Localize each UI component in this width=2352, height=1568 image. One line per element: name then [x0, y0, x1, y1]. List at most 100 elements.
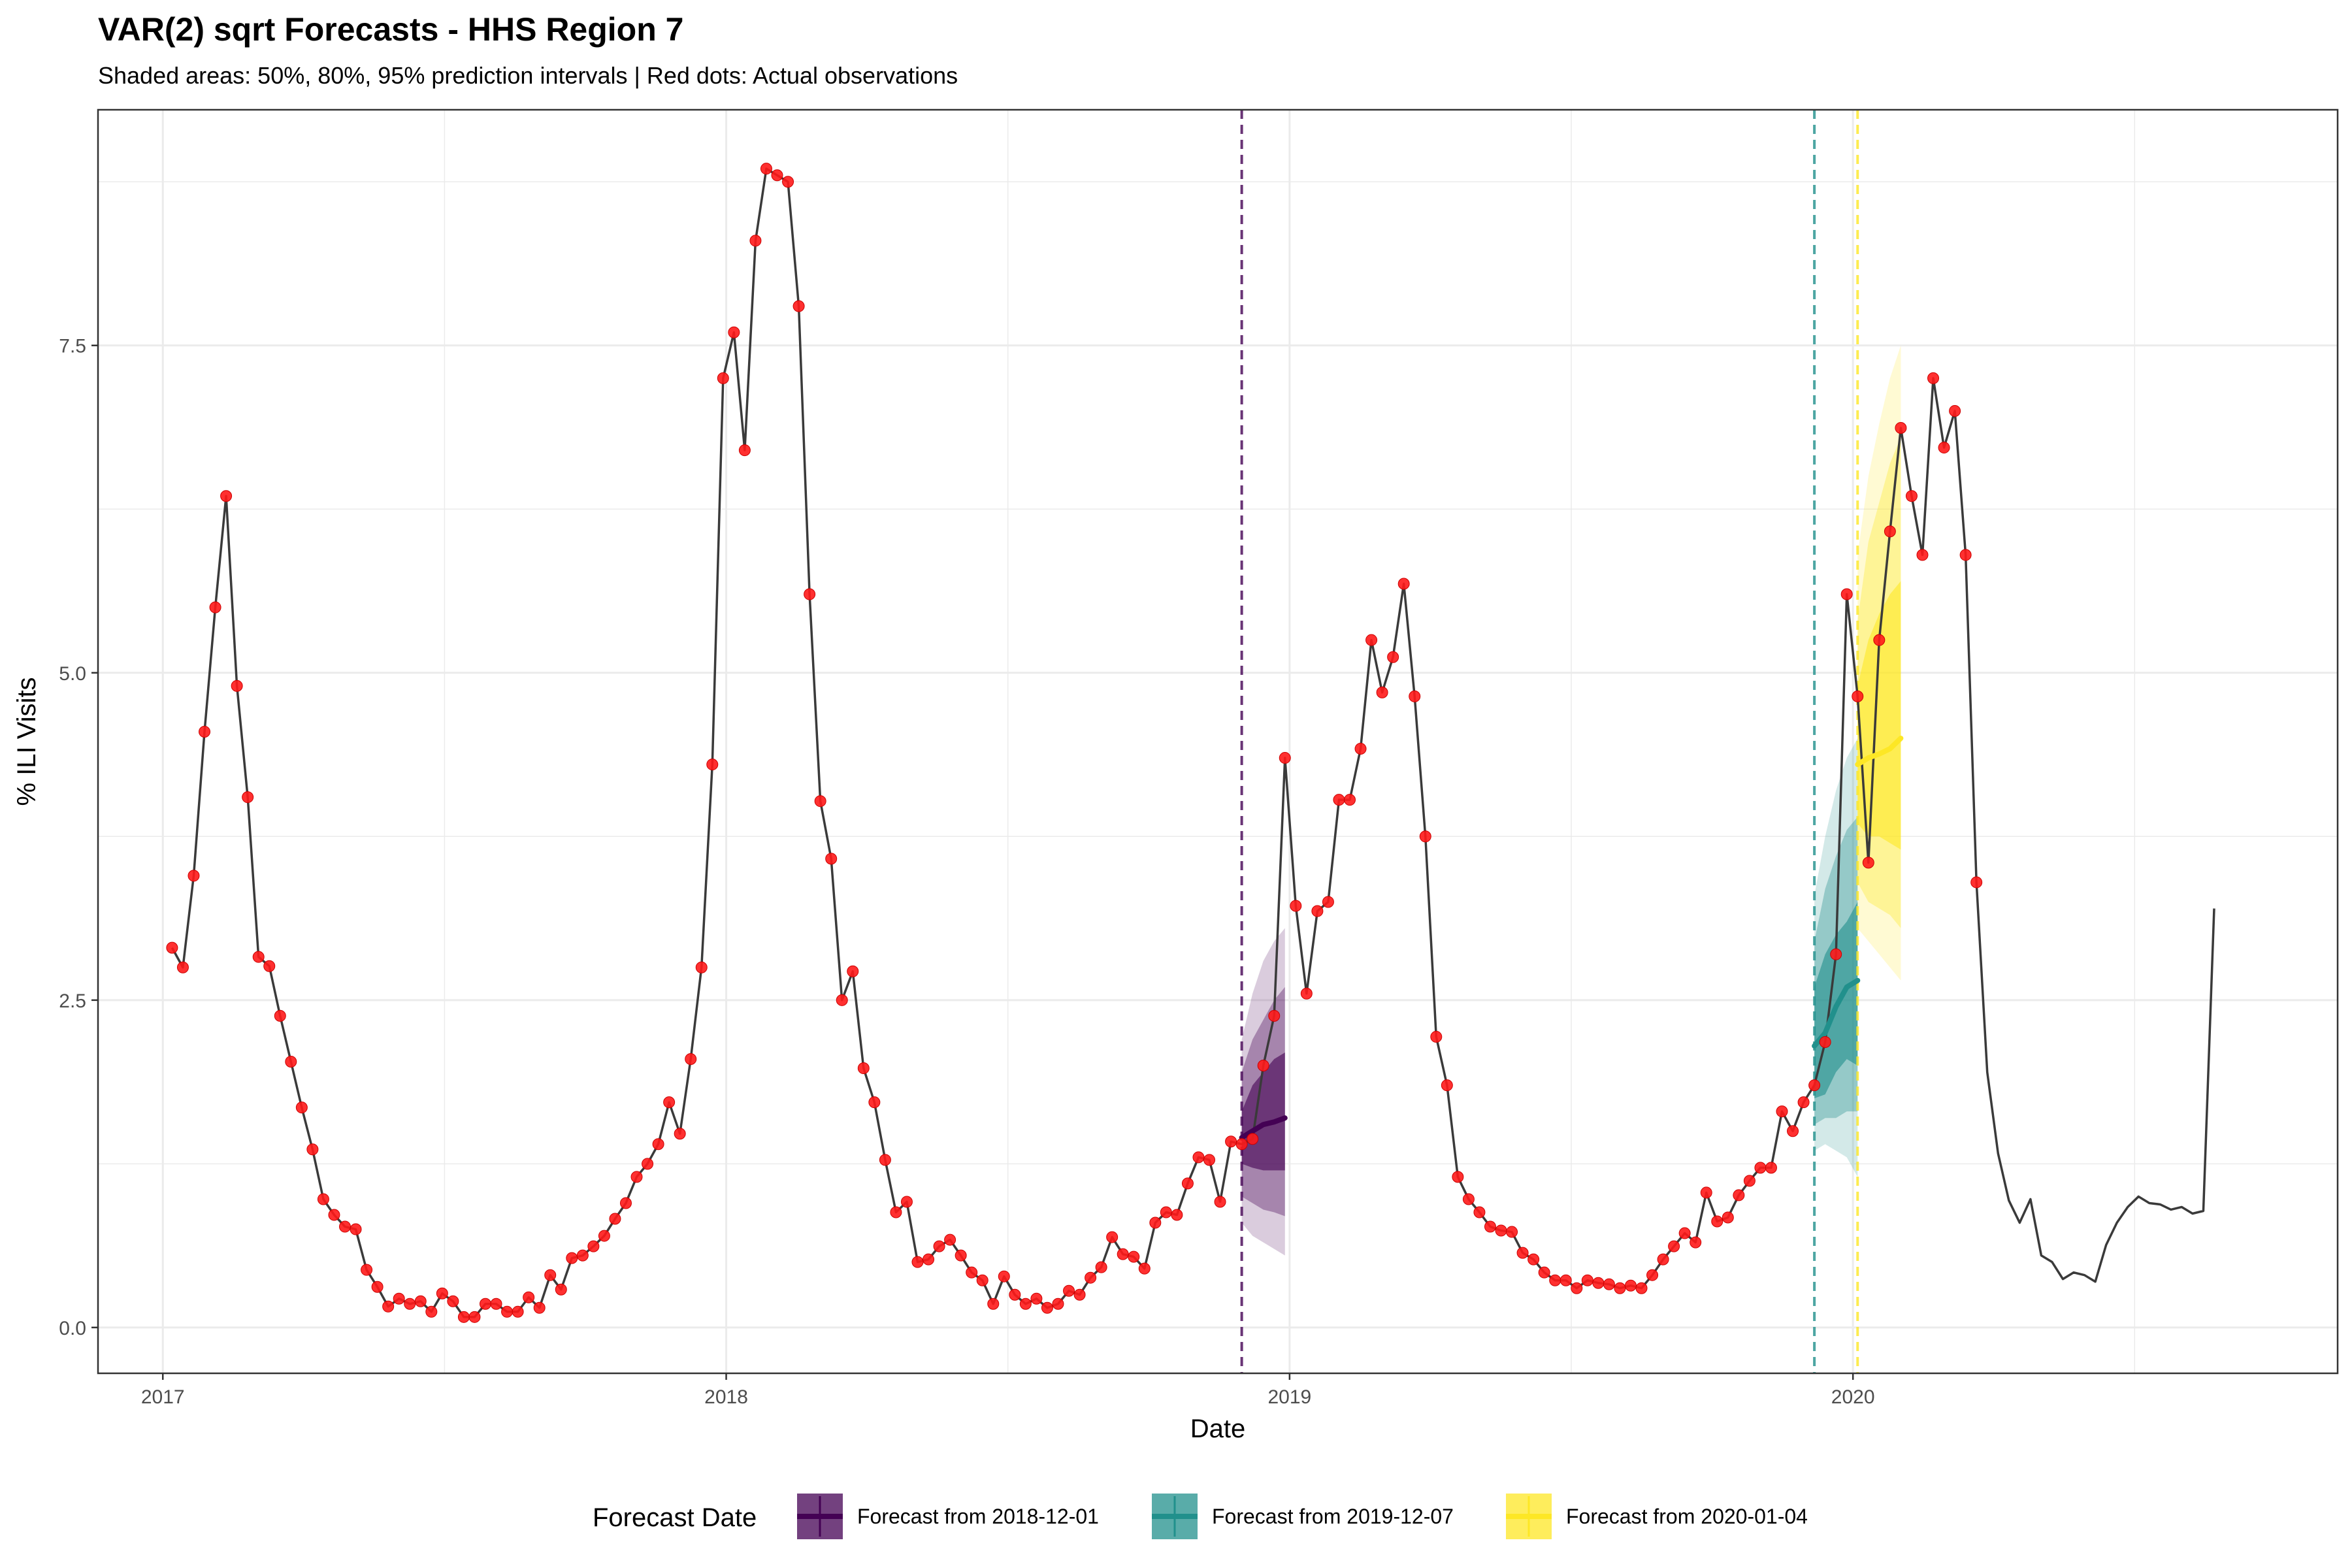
observation-point: [1678, 1227, 1691, 1239]
observation-point: [1333, 794, 1345, 806]
observation-point: [209, 601, 221, 613]
observation-point: [598, 1230, 610, 1242]
observation-point: [1657, 1253, 1669, 1266]
observation-point: [1138, 1262, 1151, 1275]
observation-point: [642, 1158, 654, 1170]
observation-point: [1441, 1079, 1453, 1092]
observation-point: [1754, 1162, 1767, 1174]
observation-point: [717, 372, 729, 384]
observation-point: [890, 1206, 902, 1218]
observation-point: [1030, 1292, 1043, 1305]
observation-point: [1257, 1060, 1269, 1072]
observation-point: [1192, 1151, 1205, 1164]
observation-point: [1128, 1250, 1140, 1263]
y-tick-label: 7.5: [59, 336, 86, 357]
observation-point: [328, 1209, 340, 1221]
observation-point: [1549, 1274, 1561, 1286]
observation-point: [188, 870, 200, 882]
observation-point: [728, 326, 740, 338]
observation-point: [1085, 1271, 1097, 1284]
forecast-origin-lines: [1240, 110, 1859, 1373]
observation-point: [1635, 1282, 1648, 1294]
observation-point: [1733, 1189, 1745, 1201]
observation-point: [695, 961, 708, 973]
observation-point: [782, 176, 794, 188]
legend-label: Forecast from 2020-01-04: [1566, 1505, 1808, 1528]
observation-point: [1095, 1261, 1107, 1273]
observation-point: [1063, 1284, 1075, 1297]
observation-point: [1765, 1162, 1777, 1174]
x-axis: 2017 2018 2019 2020: [141, 1373, 1875, 1408]
observation-point: [1905, 490, 1918, 502]
observation-point: [1690, 1236, 1702, 1249]
observation-point: [1916, 549, 1929, 561]
observation-point: [1830, 948, 1842, 960]
observation-point: [479, 1298, 491, 1310]
observation-point: [414, 1295, 427, 1307]
observation-point: [1624, 1279, 1637, 1292]
observation-point: [1646, 1269, 1659, 1281]
y-tick-label: 2.5: [59, 990, 86, 1012]
observation-point: [231, 679, 243, 692]
observation-point: [619, 1197, 632, 1209]
plot-panel-border: [97, 108, 2339, 1375]
forecast-median-line: [1855, 735, 1904, 768]
observation-point: [533, 1301, 546, 1314]
observation-point: [1895, 422, 1907, 434]
observation-point: [674, 1128, 686, 1140]
observation-point: [792, 300, 805, 312]
observation-point: [1419, 830, 1431, 843]
observation-point: [1009, 1288, 1021, 1301]
observation-point: [404, 1298, 416, 1310]
observation-point: [447, 1295, 459, 1307]
observation-point: [220, 490, 233, 502]
observation-point: [900, 1196, 913, 1208]
observation-point: [1462, 1193, 1475, 1205]
chart-subtitle: Shaded areas: 50%, 80%, 95% prediction i…: [98, 62, 958, 89]
observation-point: [295, 1102, 308, 1114]
observation-point: [176, 961, 189, 973]
observation-point: [1787, 1125, 1799, 1137]
observation-point: [1603, 1278, 1615, 1290]
observation-point: [1484, 1220, 1496, 1233]
observation-point: [468, 1311, 481, 1323]
observation-point: [868, 1096, 881, 1109]
observation-point: [923, 1253, 935, 1266]
observation-point: [1073, 1288, 1086, 1301]
observation-point: [879, 1154, 891, 1166]
observation-point: [804, 588, 816, 600]
observation-point: [1571, 1282, 1583, 1294]
observation-point: [1495, 1224, 1507, 1237]
observation-point: [1268, 1009, 1281, 1022]
observation-point: [1311, 905, 1324, 917]
observation-point: [1927, 372, 1940, 384]
observation-point: [566, 1252, 578, 1264]
observation-point: [1722, 1211, 1734, 1224]
observation-point: [1560, 1274, 1572, 1286]
observation-point: [1884, 525, 1896, 538]
observation-point: [1949, 404, 1961, 417]
observation-point: [814, 795, 826, 808]
observation-point: [1538, 1266, 1550, 1279]
observation-point: [987, 1298, 1000, 1310]
x-tick-label: 2019: [1267, 1386, 1311, 1408]
y-axis-title: % ILI Visits: [12, 677, 41, 806]
observation-point: [1819, 1036, 1831, 1048]
observation-point: [285, 1056, 297, 1068]
observation-point: [847, 965, 859, 977]
observation-point: [436, 1287, 448, 1299]
observation-point: [1052, 1298, 1064, 1310]
observation-point: [1160, 1206, 1172, 1218]
observation-point: [361, 1264, 373, 1276]
observation-point: [1343, 794, 1356, 806]
observation-point: [1808, 1079, 1821, 1092]
observation-point: [944, 1233, 956, 1246]
observation-point: [771, 169, 783, 182]
observation-point: [393, 1292, 405, 1305]
observation-point: [685, 1053, 697, 1066]
observation-point: [1797, 1096, 1810, 1109]
observation-point: [1700, 1186, 1712, 1199]
observation-point: [857, 1062, 870, 1075]
